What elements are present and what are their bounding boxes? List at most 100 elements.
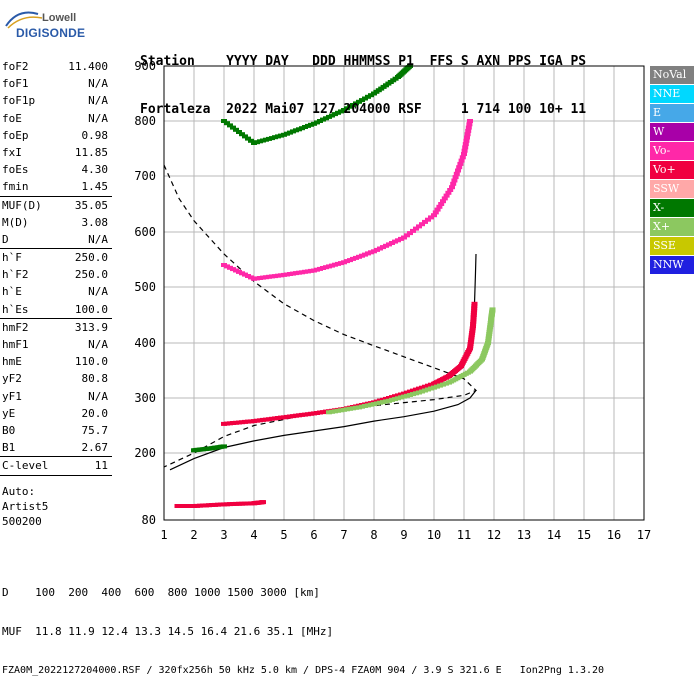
logo-digisonde-text: DIGISONDE xyxy=(16,26,86,40)
ionogram-plot: 1 2 3 4 5 6 7 8 9 10 11 12 13 14 15 16 17802003004005006… xyxy=(134,59,651,542)
echo-point xyxy=(453,171,460,176)
legend-entry: Vo+ xyxy=(650,161,694,179)
echo-point xyxy=(230,125,236,130)
params-separator xyxy=(0,248,112,250)
echo-traces xyxy=(174,64,496,508)
param-value: 11.400 xyxy=(68,60,108,73)
param-value: 35.05 xyxy=(74,198,108,212)
y-tick-label: 300 xyxy=(134,391,156,405)
echo-point xyxy=(422,219,428,224)
param-name: hmF2 xyxy=(2,320,29,334)
echo-point xyxy=(441,196,448,201)
echo-point xyxy=(469,330,476,335)
param-name: h`F xyxy=(2,251,22,265)
echo-point xyxy=(468,335,475,340)
param-value: 2.67 xyxy=(81,441,109,455)
param-value: 100.0 xyxy=(74,302,108,316)
echo-point xyxy=(227,123,233,128)
echo-point xyxy=(452,175,459,180)
param-value: N/A xyxy=(88,94,108,108)
x-tick-label: 11 xyxy=(457,528,471,542)
legend-entry: Vo- xyxy=(650,142,694,160)
echo-point xyxy=(471,306,478,311)
param-value: 11.85 xyxy=(74,145,108,159)
autoscale-text: 500200 xyxy=(2,514,42,528)
x-tick-label: 17 xyxy=(637,528,651,542)
echo-point xyxy=(489,307,496,312)
echo-point xyxy=(462,142,469,147)
param-row: foEs 4.30 xyxy=(0,161,112,178)
x-tick-label: 5 xyxy=(280,528,287,542)
param-name: yE xyxy=(2,406,16,420)
x-tick-label: 9 xyxy=(400,528,407,542)
param-value: N/A xyxy=(88,389,108,403)
echo-point xyxy=(455,168,461,173)
scaled-parameters-panel: foF2 11.400 foF1 N/A foF1p N/A foE N/A foEp 0.98 f… xyxy=(0,58,112,529)
echo-point xyxy=(465,125,472,130)
legend-entry: X+ xyxy=(650,218,694,236)
param-name: foE xyxy=(2,111,22,125)
param-value: 250.0 xyxy=(74,268,108,282)
echo-point xyxy=(438,202,445,206)
station-header: Station YYYY DAY DDD HHMMSS P1 FFS S AXN… xyxy=(140,22,586,134)
param-name: C-level xyxy=(2,459,49,473)
legend-entry: SSE xyxy=(650,237,694,255)
lowell-logo: Lowell DIGISONDE xyxy=(4,6,104,46)
echo-point xyxy=(467,346,473,351)
echo-point xyxy=(221,119,227,123)
echo-point xyxy=(465,128,472,133)
param-row: yF2 80.8 xyxy=(0,370,112,387)
echo-point xyxy=(425,217,431,222)
param-value: 313.9 xyxy=(74,320,108,334)
y-tick-label: 900 xyxy=(134,59,156,73)
autoscale-text: Auto: xyxy=(2,484,36,498)
param-name: yF2 xyxy=(2,372,22,386)
param-row: yF1 N/A xyxy=(0,388,112,405)
legend-entry: W xyxy=(650,123,694,141)
echo-point xyxy=(432,210,439,215)
param-name: fmin xyxy=(2,180,29,194)
param-value: N/A xyxy=(88,111,108,125)
echo-point xyxy=(463,138,470,143)
y-tick-label: 800 xyxy=(134,114,156,128)
param-value: 250.0 xyxy=(74,251,108,265)
echo-point xyxy=(443,193,450,198)
param-name: h`E xyxy=(2,285,22,299)
param-row: foEp 0.98 xyxy=(0,127,112,144)
echo-point xyxy=(470,319,477,324)
legend-entry: SSW xyxy=(650,180,694,198)
param-value: 1.45 xyxy=(81,180,109,194)
param-row: yE 20.0 xyxy=(0,405,112,422)
param-name: hmE xyxy=(2,355,22,369)
echo-point xyxy=(487,325,494,330)
x-tick-label: 13 xyxy=(517,528,531,542)
echo-point xyxy=(440,199,446,204)
echo-point xyxy=(451,178,458,183)
param-row: fmin 1.45 xyxy=(0,178,112,195)
echo-point xyxy=(458,158,465,163)
footer-info: D 100 200 400 600 800 1000 1500 3000 [km… xyxy=(2,560,604,690)
param-name: B1 xyxy=(2,441,16,455)
autoscale-text: Artist5 xyxy=(2,499,49,513)
legend-entry: E xyxy=(650,104,694,122)
x-tick-label: 2 xyxy=(190,528,197,542)
polarization-legend: NoVal NNE E W Vo- Vo+ SSW X- X+ SSE NNW xyxy=(650,66,694,275)
param-name: h`F2 xyxy=(2,268,29,282)
echo-point xyxy=(466,122,473,127)
params-separator xyxy=(0,474,112,476)
param-row: C-level 11 xyxy=(0,457,112,474)
echo-point xyxy=(239,132,245,137)
param-row: D N/A xyxy=(0,231,112,248)
param-name: B0 xyxy=(2,423,16,437)
echo-point xyxy=(447,188,454,192)
echo-point xyxy=(467,344,474,349)
param-row: MUF(D) 35.05 xyxy=(0,197,112,214)
echo-point xyxy=(485,336,492,341)
echo-point xyxy=(431,213,437,218)
echo-point xyxy=(410,228,416,233)
echo-point xyxy=(486,327,493,332)
footer-file-line: FZA0M_2022127204000.RSF / 320fx256h 50 k… xyxy=(2,665,605,676)
x-tick-label: 10 xyxy=(427,528,441,542)
param-row: fxI 11.85 xyxy=(0,144,112,161)
footer-muf-line: MUF 11.8 11.9 12.4 13.3 14.5 16.4 21.6 3… xyxy=(2,625,334,638)
